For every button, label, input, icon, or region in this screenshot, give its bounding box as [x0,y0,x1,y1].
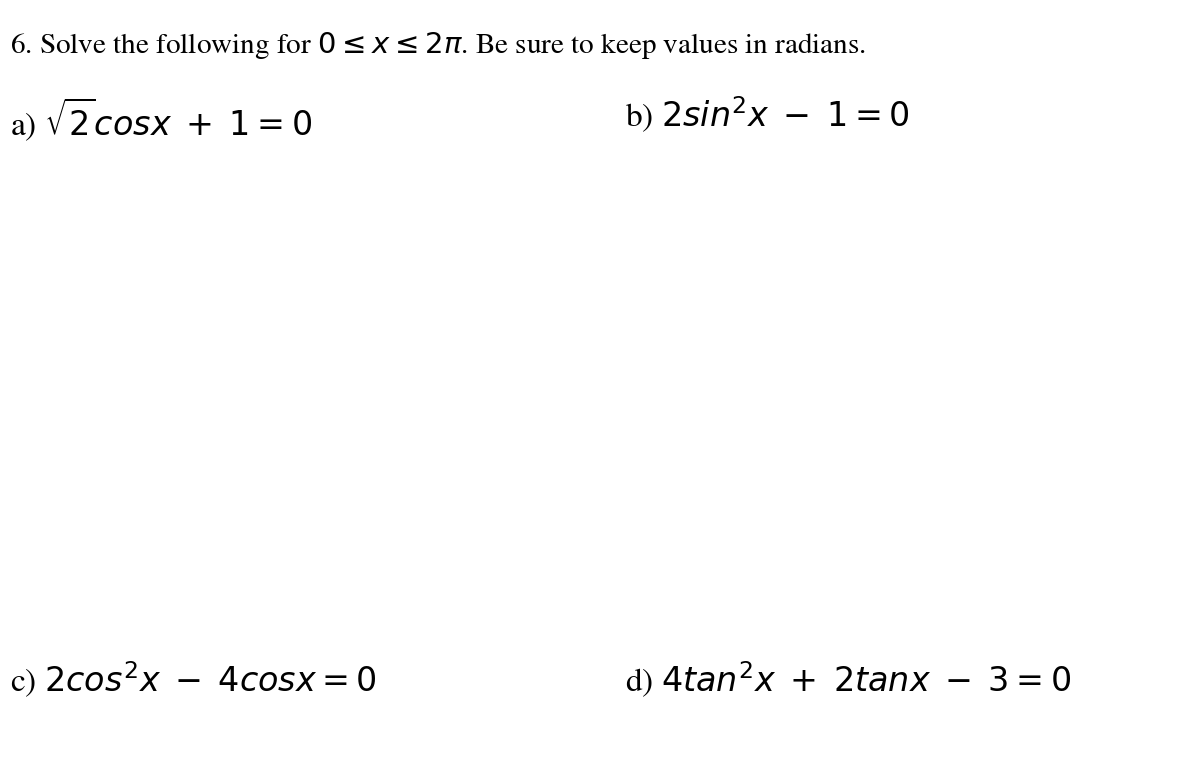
Text: a) $\sqrt{2}\mathit{cosx}\;+\;1=0$: a) $\sqrt{2}\mathit{cosx}\;+\;1=0$ [10,95,312,142]
Text: d) $4\mathit{tan}^{2}\mathit{x}\;+\;2\mathit{tanx}\;-\;3=0$: d) $4\mathit{tan}^{2}\mathit{x}\;+\;2\ma… [625,660,1072,700]
Text: b) $2\mathit{sin}^{2}\mathit{x}\;-\;1=0$: b) $2\mathit{sin}^{2}\mathit{x}\;-\;1=0$ [625,95,910,135]
Text: 6. Solve the following for $0 \leq x \leq 2\pi$. Be sure to keep values in radia: 6. Solve the following for $0 \leq x \le… [10,30,866,61]
Text: c) $2\mathit{cos}^{2}\mathit{x}\;-\;4\mathit{cosx}=0$: c) $2\mathit{cos}^{2}\mathit{x}\;-\;4\ma… [10,660,377,700]
